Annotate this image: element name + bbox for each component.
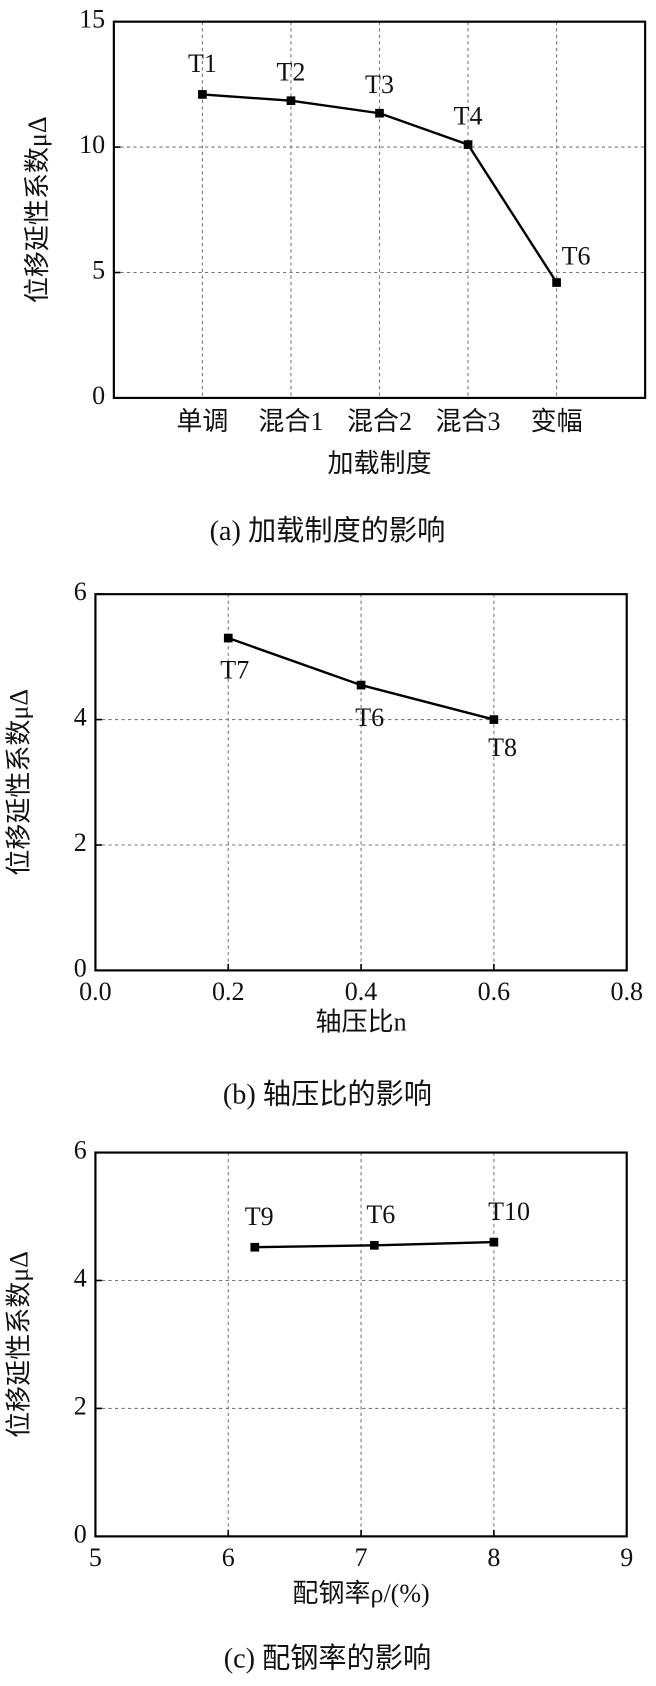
y-tick-label: 5 <box>92 255 105 284</box>
data-point <box>463 140 473 149</box>
y-axis-label: 位移延性系数μΔ <box>5 1251 34 1438</box>
x-tick-label: 0.4 <box>345 977 378 1006</box>
x-tick-label: 8 <box>487 1543 500 1572</box>
x-tick-label: 5 <box>89 1543 102 1572</box>
x-tick-label: 0.8 <box>610 977 643 1006</box>
y-tick-label: 2 <box>74 828 87 857</box>
x-tick-label: 0.2 <box>212 977 245 1006</box>
point-label: T10 <box>488 1197 530 1226</box>
data-point <box>250 1242 260 1252</box>
y-tick-label: 10 <box>79 130 105 159</box>
x-tick-label: 7 <box>355 1543 368 1572</box>
point-label: T7 <box>220 656 249 685</box>
plot-frame <box>94 1151 628 1538</box>
y-tick-label: 2 <box>74 1391 87 1420</box>
point-label: T1 <box>188 49 217 78</box>
x-axis-label: 轴压比n <box>316 1008 407 1037</box>
x-tick-label: 6 <box>222 1543 235 1572</box>
point-label: T4 <box>454 102 483 131</box>
y-tick-label: 0 <box>92 381 105 410</box>
x-axis-label: 配钢率ρ/(%) <box>292 1579 429 1608</box>
x-tick-label: 0.0 <box>79 977 112 1006</box>
y-tick-label: 0 <box>74 1519 87 1548</box>
point-label: T2 <box>277 58 306 87</box>
x-tick-label: 混合2 <box>347 407 412 436</box>
y-tick-label: 6 <box>74 577 87 606</box>
x-axis-label: 加载制度 <box>327 449 431 478</box>
point-label: T6 <box>355 703 384 732</box>
y-tick-label: 6 <box>74 1136 87 1165</box>
y-axis-label: 位移延性系数μΔ <box>23 116 52 303</box>
y-tick-label: 15 <box>79 5 105 34</box>
x-tick-label: 混合3 <box>436 407 501 436</box>
caption: (c) 配钢率的影响 <box>224 1643 431 1675</box>
data-point <box>356 680 366 690</box>
plot-frame <box>94 593 628 972</box>
data-point <box>198 90 207 99</box>
data-line <box>202 93 558 284</box>
y-axis-label: 位移延性系数μΔ <box>5 689 34 876</box>
point-label: T8 <box>488 733 517 762</box>
x-tick-label: 单调 <box>176 407 228 436</box>
data-point <box>375 108 384 118</box>
plot-frame <box>112 20 647 400</box>
caption: (a) 加载制度的影响 <box>210 515 446 547</box>
point-label: T6 <box>562 242 591 271</box>
data-point <box>489 1237 499 1247</box>
point-label: T3 <box>365 70 394 99</box>
data-point <box>286 96 296 106</box>
x-tick-label: 9 <box>620 1543 633 1572</box>
caption: (b) 轴压比的影响 <box>223 1079 432 1111</box>
x-tick-label: 变幅 <box>531 407 583 436</box>
y-tick-label: 0 <box>74 953 87 982</box>
data-point <box>370 1240 379 1250</box>
data-point <box>223 633 233 643</box>
data-point <box>552 278 561 287</box>
point-label: T6 <box>366 1200 395 1229</box>
point-label: T9 <box>245 1202 274 1231</box>
y-tick-label: 4 <box>74 1263 87 1292</box>
x-tick-label: 0.6 <box>478 977 511 1006</box>
y-tick-label: 4 <box>74 703 87 732</box>
x-tick-label: 混合1 <box>258 407 323 436</box>
data-point <box>489 715 499 724</box>
